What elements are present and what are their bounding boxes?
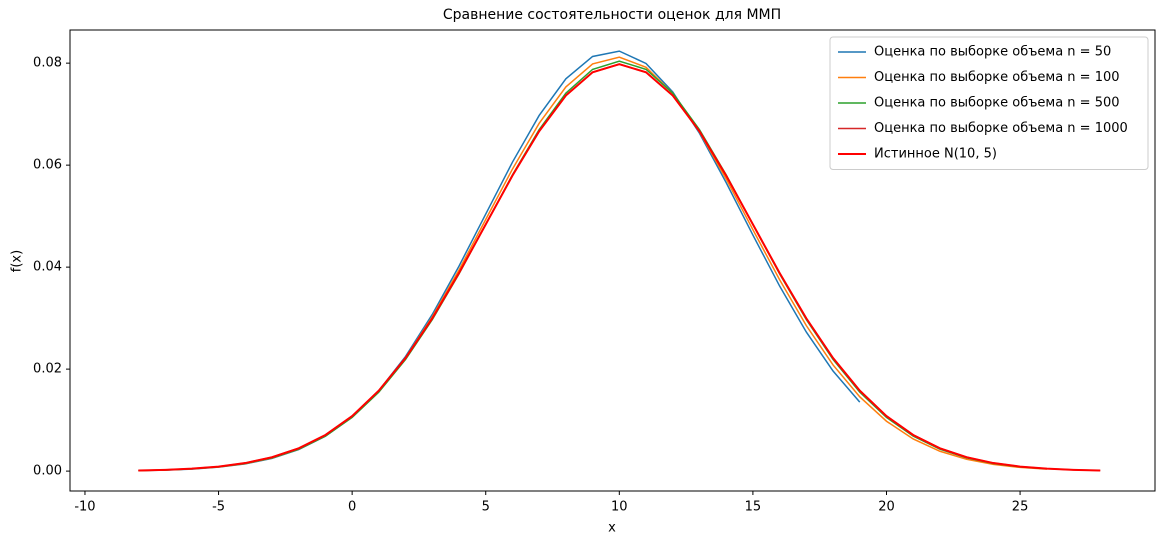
legend-label: Оценка по выборке объема n = 100 [874,70,1120,85]
legend-label: Оценка по выборке объема n = 1000 [874,121,1128,136]
legend-box [829,36,1149,170]
x-axis-label: x [608,521,616,536]
chart-title: Сравнение состоятельности оценок для ММП [443,7,781,23]
x-tick-label: 5 [482,500,490,515]
x-tick-label: 25 [1012,500,1029,515]
x-tick-label: 10 [611,500,628,515]
y-tick-label: 0.06 [33,158,62,173]
y-tick-label: 0.00 [33,464,62,479]
y-tick-label: 0.08 [33,56,62,71]
legend-label: Оценка по выборке объема n = 50 [874,45,1111,60]
x-tick-label: 0 [348,500,356,515]
series-line [138,63,1101,472]
x-tick-label: -5 [212,500,225,515]
y-tick-label: 0.02 [33,362,62,377]
x-tick-label: 15 [745,500,762,515]
y-tick-label: 0.04 [33,260,62,275]
x-tick-label: 20 [878,500,895,515]
x-tick-label: -10 [74,500,95,515]
series-line [138,50,861,472]
y-axis-label: f(x) [10,250,25,272]
legend-label: Истинное N(10, 5) [874,147,997,162]
legend-label: Оценка по выборке объема n = 500 [874,96,1120,111]
plot-frame [69,29,1156,492]
